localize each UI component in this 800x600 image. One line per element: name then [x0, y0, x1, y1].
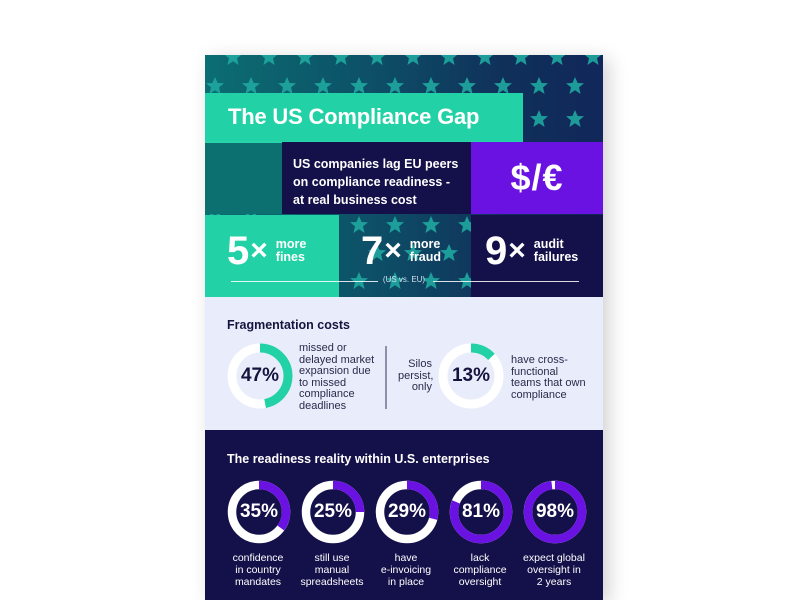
- comparison-note: (US vs. EU): [205, 275, 603, 284]
- silos-text: Silos persist, only: [398, 358, 434, 394]
- desc-line: delayed market: [299, 353, 375, 366]
- desc-line: functional: [511, 365, 559, 378]
- caption-line: manual: [314, 563, 350, 576]
- donut-chart-35: 35%: [227, 480, 291, 544]
- readiness-caption: still use manual spreadsheets: [287, 552, 377, 588]
- donut-chart-25: 25%: [301, 480, 365, 544]
- vertical-divider: [385, 346, 387, 409]
- desc-line: expansion due: [299, 365, 371, 378]
- caption-line: lack: [470, 552, 490, 564]
- silos-line: Silos: [408, 358, 432, 370]
- caption-line: mandates: [234, 575, 282, 588]
- silos-line: only: [411, 381, 432, 394]
- stat-description: have cross- functional teams that own co…: [511, 354, 586, 401]
- subtitle-line: at real business cost: [293, 193, 417, 207]
- infographic-card: The US Compliance Gap US companies lag E…: [205, 55, 603, 600]
- stat-label-line: audit: [533, 237, 564, 251]
- currency-symbol: $/€: [510, 157, 564, 198]
- desc-line: deadlines: [299, 399, 347, 412]
- readiness-caption: expect global oversight in 2 years: [509, 552, 599, 588]
- stat-label-line: fraud: [409, 250, 442, 264]
- caption-line: oversight: [458, 575, 502, 588]
- donut-chart-81: 81%: [449, 480, 513, 544]
- caption-line: still use: [314, 552, 350, 564]
- donut-ring: [301, 480, 365, 544]
- donut-ring: [523, 480, 587, 544]
- stat-label: more fraud: [410, 238, 441, 264]
- fragmentation-section: Fragmentation costs 47% missed or delaye…: [205, 297, 603, 430]
- desc-line: teams that own: [511, 377, 586, 390]
- desc-line: missed or: [299, 342, 347, 354]
- caption-line: spreadsheets: [300, 575, 364, 588]
- divider: [433, 281, 579, 282]
- donut-chart-13: 13%: [438, 343, 504, 409]
- donut-chart-47: 47%: [227, 343, 293, 409]
- readiness-caption: confidence in country mandates: [213, 552, 303, 588]
- stat-label: more fines: [276, 238, 307, 264]
- donut-ring: [375, 480, 439, 544]
- teal-star-block: [205, 142, 282, 214]
- subtitle-line: US companies lag EU peers: [293, 157, 459, 171]
- stat-fines: 5 × more fines: [205, 215, 339, 297]
- caption-line: 2 years: [536, 575, 572, 588]
- caption-line: confidence: [232, 552, 284, 564]
- multiply-icon: ×: [250, 234, 268, 267]
- stat-value: 9: [485, 229, 507, 273]
- readiness-caption: have e-invoicing in place: [361, 552, 451, 588]
- section-title: The readiness reality within U.S. enterp…: [227, 452, 490, 466]
- stat-value: 5: [227, 229, 249, 273]
- readiness-caption: lack compliance oversight: [435, 552, 525, 588]
- caption-line: e-invoicing: [380, 563, 432, 576]
- multiply-icon: ×: [508, 234, 526, 267]
- stat-label: audit failures: [534, 238, 578, 264]
- donut-ring: [227, 480, 291, 544]
- donut-value: 81%: [461, 501, 501, 522]
- stat-label-line: failures: [533, 250, 579, 264]
- donut-ring: [227, 343, 293, 409]
- title-band: The US Compliance Gap: [205, 93, 523, 141]
- donut-ring: [449, 480, 513, 544]
- stat-label-line: more: [275, 237, 307, 251]
- stat-label-line: fines: [275, 250, 305, 264]
- caption-line: in country: [235, 563, 281, 576]
- donut-value: 13%: [451, 365, 491, 386]
- stat-label-line: more: [409, 237, 441, 251]
- page-title: The US Compliance Gap: [228, 104, 480, 129]
- desc-line: to missed: [299, 376, 347, 389]
- multiply-icon: ×: [384, 234, 402, 267]
- subtitle-line: on compliance readiness -: [293, 175, 450, 189]
- donut-ring: [438, 343, 504, 409]
- caption-line: in place: [387, 575, 425, 588]
- caption-line: have: [394, 552, 418, 564]
- donut-value: 29%: [387, 501, 427, 522]
- caption-line: oversight in: [527, 563, 581, 576]
- subtitle-box: US companies lag EU peers on compliance …: [282, 142, 471, 214]
- stat-description: missed or delayed market expansion due t…: [299, 342, 375, 413]
- desc-line: compliance: [299, 388, 355, 401]
- desc-line: have cross-: [511, 354, 568, 366]
- caption-line: compliance: [453, 563, 507, 576]
- divider: [231, 281, 378, 282]
- caption-line: expect global: [523, 552, 585, 564]
- donut-value: 35%: [239, 501, 279, 522]
- section-title: Fragmentation costs: [227, 318, 350, 332]
- currency-box: $/€: [471, 142, 603, 214]
- stat-value: 7: [361, 229, 383, 273]
- readiness-section: The readiness reality within U.S. enterp…: [205, 430, 603, 600]
- comparison-note-text: (US vs. EU): [382, 275, 426, 284]
- donut-chart-29: 29%: [375, 480, 439, 544]
- stat-audit-failures: 9 × audit failures: [471, 215, 603, 297]
- silos-line: persist,: [398, 369, 434, 382]
- donut-value: 98%: [535, 501, 575, 522]
- donut-chart-98: 98%: [523, 480, 587, 544]
- donut-value: 25%: [313, 501, 353, 522]
- hero-section: The US Compliance Gap US companies lag E…: [205, 55, 603, 297]
- stat-fraud: 7 × more fraud: [339, 215, 471, 297]
- donut-value: 47%: [240, 365, 280, 386]
- stats-row: 5 × more fines 7 × more fraud 9 × aud: [205, 215, 603, 297]
- desc-line: compliance: [511, 388, 567, 401]
